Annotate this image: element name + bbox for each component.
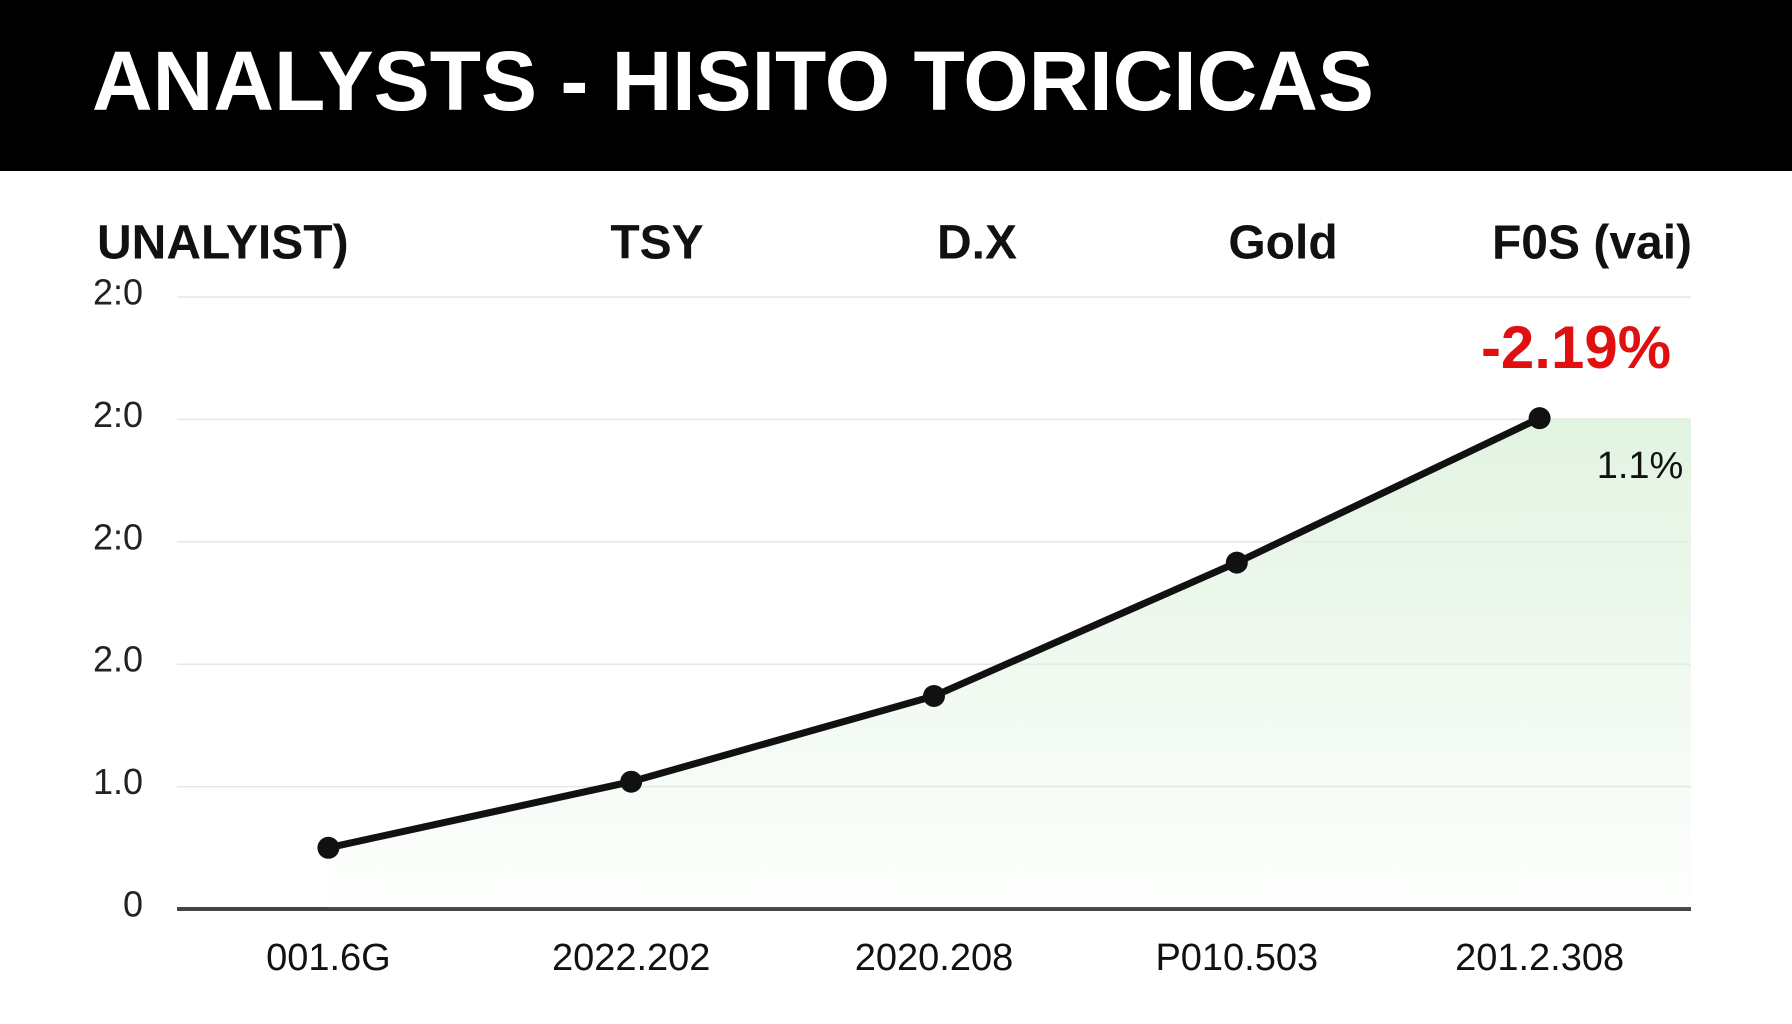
annotation: 1.1%	[1597, 445, 1684, 487]
column-header: TSY	[610, 217, 703, 270]
x-tick-label: 201.2.308	[1455, 937, 1624, 979]
column-header: UNALYIST)	[97, 217, 349, 270]
annotation: -2.19%	[1481, 314, 1671, 381]
column-header: Gold	[1228, 217, 1337, 270]
point	[1528, 407, 1551, 430]
column-header: D.X	[937, 217, 1017, 270]
y-tick-label: 2:0	[93, 272, 143, 313]
x-tick-label: P010.503	[1155, 937, 1318, 979]
point	[1225, 551, 1248, 574]
x-tick-label: 2020.208	[855, 937, 1014, 979]
title-bar	[0, 0, 1792, 171]
y-tick-label: 2:0	[93, 516, 143, 557]
point	[317, 836, 340, 859]
point	[620, 770, 643, 793]
y-tick-label: 2.0	[93, 639, 143, 680]
point	[923, 685, 945, 708]
x-tick-label: 001.6G	[266, 937, 391, 979]
column-header: F0S (vai)	[1492, 217, 1692, 270]
y-tick-label: 0	[123, 884, 143, 925]
y-tick-label: 2:0	[93, 394, 143, 435]
y-tick-label: 1.0	[93, 761, 143, 802]
x-tick-label: 2022.202	[552, 937, 711, 979]
chart-title: ANALYSTS - HISITO TORICICAS	[92, 34, 1374, 128]
